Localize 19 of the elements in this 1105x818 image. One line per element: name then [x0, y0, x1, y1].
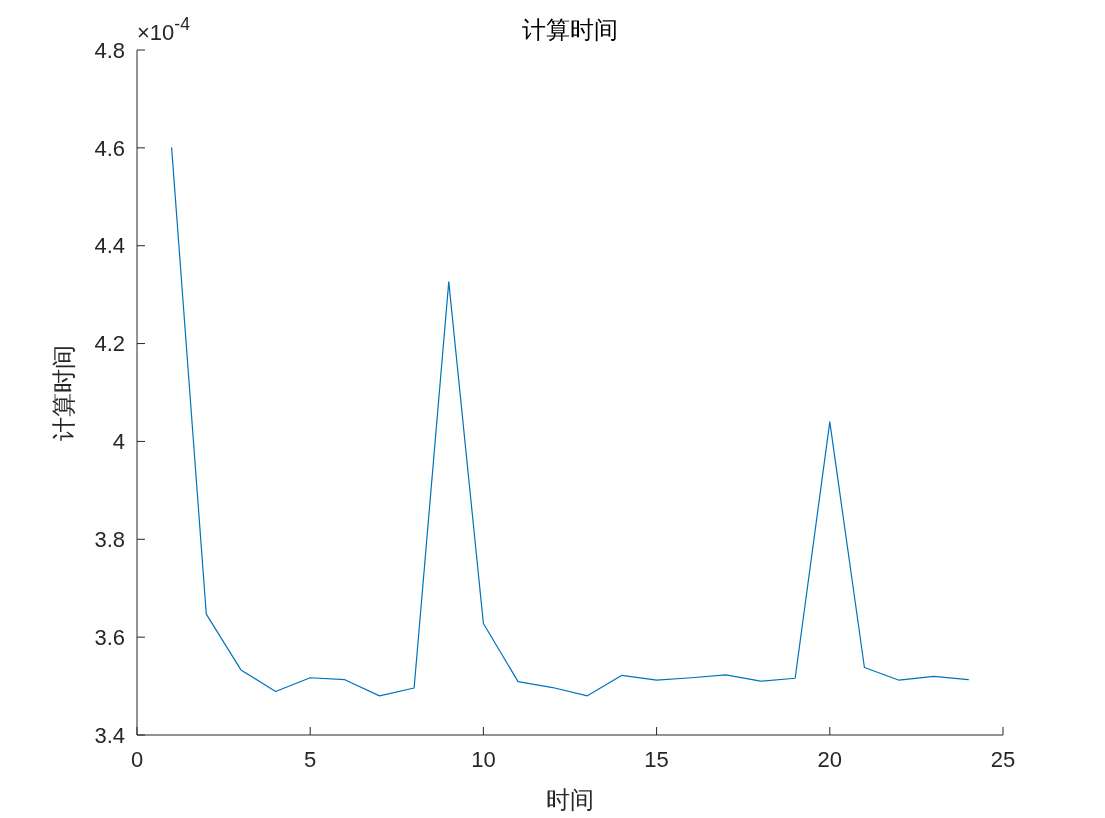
x-tick-label: 25 [990, 747, 1016, 772]
y-tick-label: 4.8 [94, 37, 125, 63]
text: ×10$^{-4}$ [137, 14, 191, 45]
y-tick-label: 3.6 [94, 624, 125, 650]
y-tick-label: 4.2 [94, 331, 125, 357]
x-axis-title: 时间 [546, 787, 594, 813]
y-tick-label: 4.4 [94, 233, 125, 259]
y-tick-label: 4 [112, 429, 125, 455]
x-tick-label: 10 [471, 747, 496, 772]
line-series [171, 147, 969, 697]
y-tick-label: 4.6 [94, 135, 125, 161]
x-tick-label: 15 [644, 747, 669, 772]
y-tick-label: 3.4 [94, 722, 125, 748]
x-tick-label: 20 [817, 747, 843, 772]
y-axis-title: 计算时间 [51, 344, 77, 441]
x-tick-label: 5 [304, 747, 317, 772]
y-tick-label: 3.8 [94, 526, 125, 552]
chart-title: 计算时间 [522, 17, 618, 43]
x-tick-label: 0 [130, 747, 144, 772]
